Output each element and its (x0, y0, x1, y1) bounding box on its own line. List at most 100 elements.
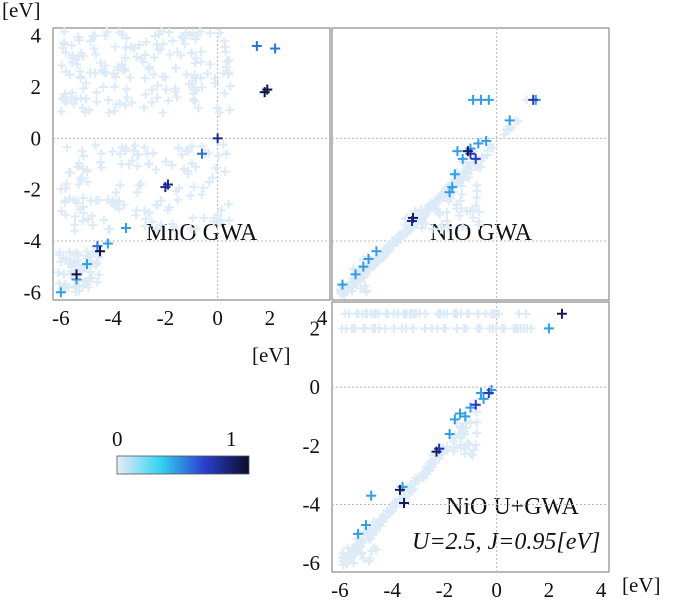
data-point-faint (435, 209, 445, 219)
data-point-faint (381, 309, 391, 319)
data-point-faint (60, 95, 70, 105)
data-point-faint (213, 151, 223, 161)
data-point-faint (80, 107, 90, 117)
data-point-faint (499, 323, 509, 333)
data-point-faint (220, 167, 230, 177)
data-point-faint (60, 210, 70, 220)
data-point-faint (152, 40, 162, 50)
data-point-faint (70, 196, 80, 206)
data-point-faint (431, 204, 441, 214)
data-point-faint (139, 102, 149, 112)
data-point (543, 323, 554, 334)
data-point-faint (463, 438, 473, 448)
data-point-faint (402, 228, 412, 238)
data-point-faint (172, 92, 182, 102)
data-point (478, 393, 489, 404)
data-point-faint (379, 514, 389, 524)
data-point-faint (196, 57, 206, 67)
data-point-faint (140, 73, 150, 83)
data-point-faint (94, 252, 104, 262)
data-point (353, 528, 364, 539)
data-point-faint (115, 149, 125, 159)
data-point-faint (514, 309, 524, 319)
data-point-faint (71, 94, 81, 104)
data-point-faint (75, 66, 85, 76)
data-point-faint (358, 553, 368, 563)
data-point-faint (76, 48, 86, 58)
data-point (465, 402, 476, 413)
data-point-faint (144, 158, 154, 168)
data-point-faint (65, 247, 75, 257)
data-point-faint (474, 162, 484, 172)
colorbar-max-label: 1 (226, 427, 237, 451)
data-point-faint (377, 250, 387, 260)
data-point-faint (160, 72, 170, 82)
x-tick-label: 2 (544, 578, 555, 602)
data-point (431, 446, 442, 457)
data-point (447, 182, 458, 193)
x-tick-label: -4 (104, 306, 122, 330)
data-point-faint (472, 181, 482, 191)
data-point-faint (225, 81, 235, 91)
data-point (81, 259, 92, 270)
data-point-faint (91, 49, 101, 59)
data-point-faint (134, 181, 144, 191)
legend-marker (121, 223, 131, 233)
data-point-faint (78, 193, 88, 203)
data-point-faint (121, 84, 131, 94)
data-point-faint (191, 53, 201, 63)
data-point-faint (363, 528, 373, 538)
data-point-faint (127, 155, 137, 165)
data-point-faint (472, 428, 482, 438)
data-point-faint (119, 200, 129, 210)
data-point (449, 169, 460, 180)
data-point (394, 484, 405, 495)
data-point (452, 146, 463, 157)
data-point-faint (460, 168, 470, 178)
series-3 (71, 84, 273, 280)
data-point-faint (120, 100, 130, 110)
data-point-faint (90, 140, 100, 150)
data-point-faint (477, 152, 487, 162)
data-point-faint (196, 47, 206, 57)
data-point-faint (82, 165, 92, 175)
data-point-faint (130, 141, 140, 151)
data-point-faint (144, 208, 154, 218)
series-2 (394, 308, 567, 495)
data-point-faint (98, 82, 108, 92)
panel-nio-u-gwa: [eV] [eV] NiO U+GWA U=2.5, J=0.95[eV] (252, 301, 660, 597)
data-point-faint (104, 108, 114, 118)
data-point-faint (225, 105, 235, 115)
data-point-faint (176, 50, 186, 60)
y-unit-label: [eV] (252, 343, 290, 367)
data-point-faint (164, 27, 174, 37)
data-point-faint (165, 49, 175, 59)
data-point-faint (187, 141, 197, 151)
data-point-faint (224, 56, 234, 66)
data-point-faint (440, 323, 450, 333)
data-point (102, 238, 113, 249)
data-point-faint (224, 199, 234, 209)
data-point-faint (79, 83, 89, 93)
data-point-faint (111, 187, 121, 197)
data-point-faint (461, 423, 471, 433)
data-point (92, 241, 103, 252)
data-point-faint (108, 147, 118, 157)
data-point-faint (99, 215, 109, 225)
x-tick-label: 4 (596, 578, 607, 602)
data-point-faint (96, 149, 106, 159)
data-point-faint (191, 73, 201, 83)
data-point-faint (167, 160, 177, 170)
data-point-faint (113, 65, 123, 75)
data-point-faint (504, 125, 514, 135)
data-point-faint (337, 323, 347, 333)
data-point-faint (221, 149, 231, 159)
data-point (556, 308, 567, 319)
data-point-faint (369, 309, 379, 319)
data-point-faint (78, 208, 88, 218)
data-point-faint (169, 222, 179, 232)
data-point (162, 179, 173, 190)
data-point-faint (466, 418, 476, 428)
y-tick-label: -4 (303, 493, 321, 517)
data-point-faint (468, 205, 478, 215)
